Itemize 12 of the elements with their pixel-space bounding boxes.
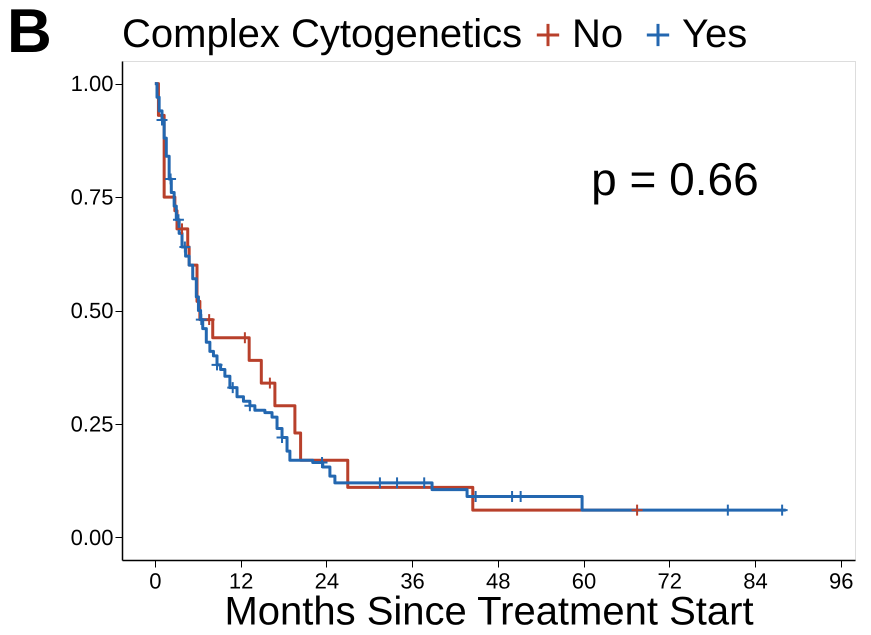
y-tick-label: 0.25 (70, 411, 114, 436)
x-tick-label: 0 (149, 568, 162, 594)
x-tick-label: 96 (828, 568, 854, 594)
y-tick-label: 0.00 (70, 524, 114, 550)
y-tick-label: 0.75 (70, 184, 114, 210)
legend-label: Yes (682, 12, 748, 56)
legend-title: Complex Cytogenetics (122, 12, 522, 56)
y-tick-label: 0.50 (70, 298, 114, 323)
text: B (7, 0, 52, 66)
y-tick-label: 1.00 (70, 71, 114, 96)
legend-label: No (572, 12, 624, 56)
annotation: p = 0.66 (591, 152, 759, 205)
